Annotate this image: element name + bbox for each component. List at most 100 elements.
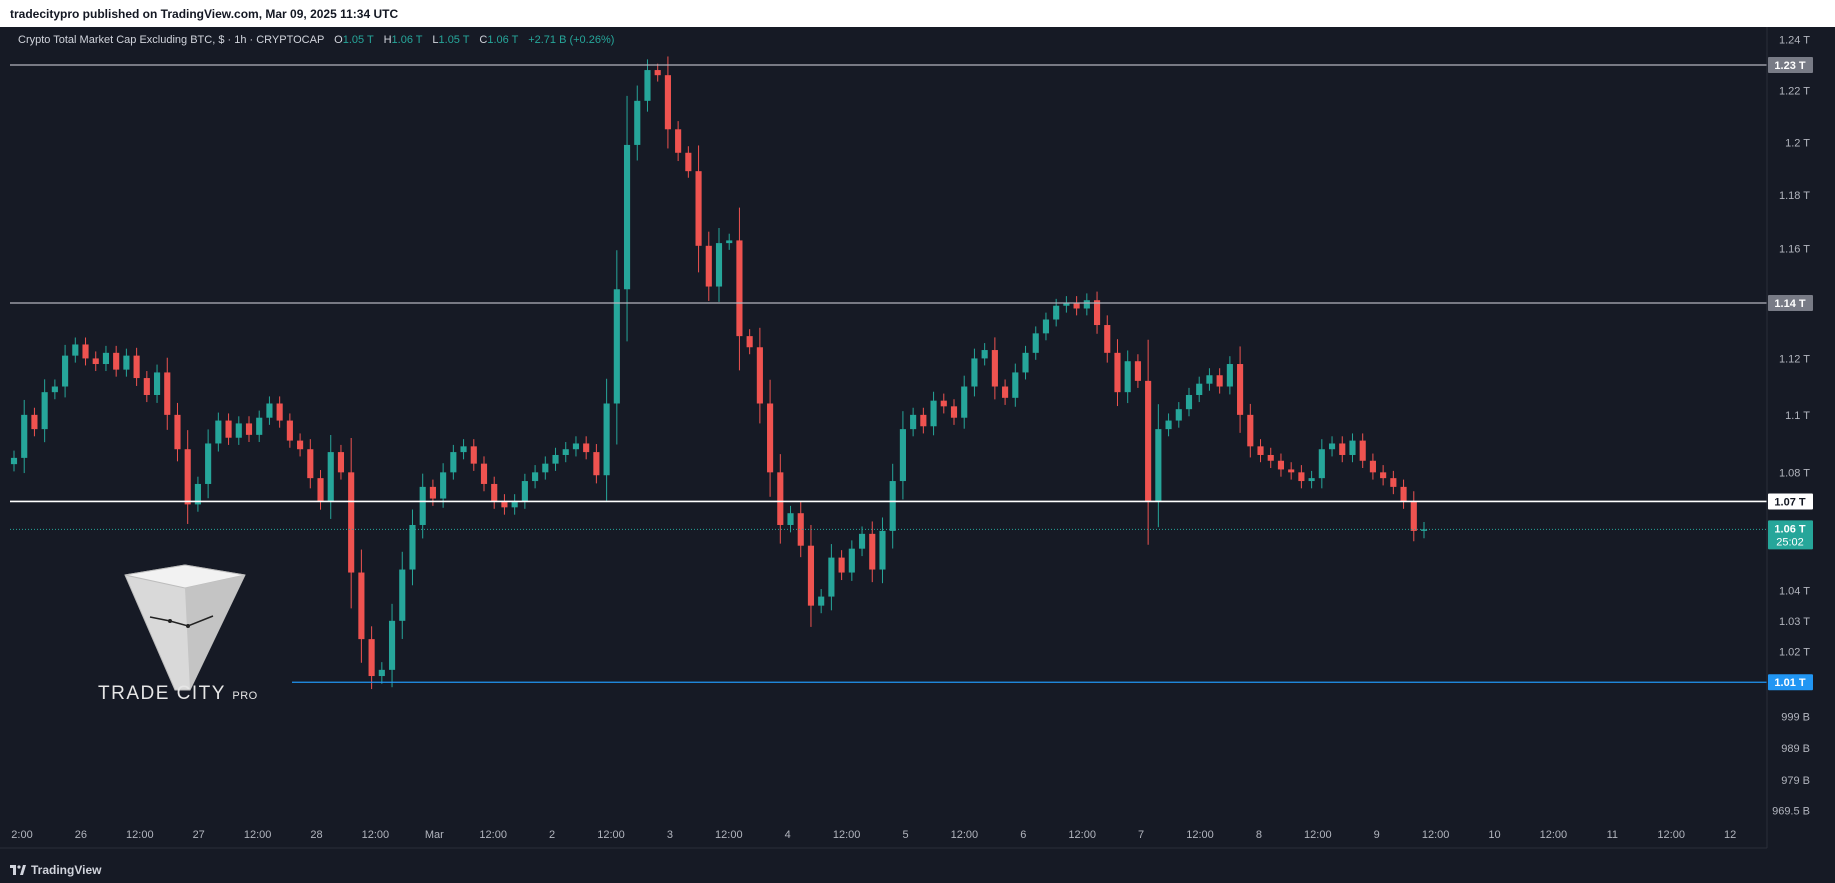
candle-body bbox=[1216, 375, 1223, 387]
candle-body bbox=[1308, 478, 1315, 482]
candle-body bbox=[736, 240, 743, 337]
candle bbox=[450, 444, 457, 480]
candle bbox=[787, 505, 794, 533]
candle bbox=[654, 63, 661, 82]
candle-body bbox=[940, 400, 947, 407]
candle bbox=[194, 476, 201, 512]
candle bbox=[1155, 404, 1162, 528]
candle bbox=[1216, 368, 1223, 394]
x-tick-label: 8 bbox=[1256, 829, 1262, 841]
candle-body bbox=[174, 414, 181, 450]
y-tick-label: 979 B bbox=[1781, 775, 1810, 787]
countdown-label: 25:02 bbox=[1776, 536, 1804, 548]
candle-body bbox=[1390, 478, 1397, 487]
candle-body bbox=[899, 429, 906, 482]
candle bbox=[838, 550, 845, 581]
candle-body bbox=[388, 620, 396, 670]
candle bbox=[613, 250, 620, 445]
candle-body bbox=[297, 440, 304, 450]
candle bbox=[388, 603, 396, 688]
candle-body bbox=[215, 420, 222, 444]
candle-body bbox=[726, 240, 733, 244]
level-badge-2: 1.07 T bbox=[1768, 493, 1813, 510]
candle bbox=[31, 407, 38, 437]
candle bbox=[1369, 453, 1376, 480]
candle bbox=[1185, 387, 1193, 417]
candle-body bbox=[440, 472, 447, 499]
candle-body bbox=[807, 545, 815, 606]
candle bbox=[164, 357, 171, 430]
publisher-text: tradecitypro published on TradingView.co… bbox=[10, 6, 399, 21]
candle-body bbox=[623, 144, 631, 290]
candle bbox=[21, 399, 28, 474]
candle-body bbox=[981, 350, 988, 359]
candle-body bbox=[1318, 449, 1325, 479]
x-tick-label: 3 bbox=[667, 829, 673, 841]
candle-body bbox=[450, 452, 457, 473]
candle-body bbox=[327, 452, 334, 502]
candle-body bbox=[1359, 440, 1366, 461]
candle-body bbox=[1420, 529, 1428, 531]
candle-body bbox=[1410, 501, 1417, 531]
x-tick-label: 27 bbox=[193, 829, 205, 841]
high-label: H bbox=[383, 34, 392, 46]
chart-area[interactable] bbox=[0, 27, 1835, 857]
candle-body bbox=[133, 355, 140, 379]
candle bbox=[910, 407, 917, 437]
candle-body bbox=[685, 152, 692, 172]
candle-body bbox=[777, 472, 784, 525]
x-tick-label: 4 bbox=[785, 829, 791, 841]
publisher-bar: tradecitypro published on TradingView.co… bbox=[0, 0, 1835, 27]
candle bbox=[634, 85, 641, 161]
candle bbox=[501, 494, 508, 515]
candle-body bbox=[1073, 302, 1080, 309]
candle-body bbox=[225, 420, 232, 438]
candle bbox=[1083, 293, 1090, 316]
candle-body bbox=[1124, 361, 1131, 393]
level-badge-1: 1.14 T bbox=[1768, 294, 1813, 311]
candle bbox=[1012, 363, 1019, 407]
candle bbox=[1328, 436, 1336, 457]
candle bbox=[1114, 339, 1121, 407]
candle-body bbox=[1237, 364, 1244, 415]
candle bbox=[746, 329, 753, 355]
candle bbox=[1349, 433, 1356, 463]
candle bbox=[348, 438, 355, 609]
candle bbox=[266, 396, 273, 425]
y-tick-label: 1.18 T bbox=[1779, 190, 1810, 202]
candle-body bbox=[1328, 443, 1336, 450]
candle-body bbox=[51, 386, 58, 393]
candle bbox=[1247, 403, 1254, 458]
candle bbox=[143, 371, 150, 403]
candle-body bbox=[828, 557, 835, 597]
candle bbox=[72, 337, 79, 363]
candle-body bbox=[1226, 364, 1233, 387]
candle bbox=[1267, 447, 1274, 468]
candle-body bbox=[542, 463, 549, 473]
candle-body bbox=[920, 414, 927, 427]
y-tick-label: 1.22 T bbox=[1779, 86, 1810, 98]
candle bbox=[1277, 453, 1285, 477]
candle-body bbox=[62, 355, 69, 387]
x-tick-label: 12 bbox=[1724, 829, 1736, 841]
candle bbox=[1093, 291, 1101, 334]
candle bbox=[1380, 465, 1387, 486]
candle bbox=[685, 146, 692, 178]
candle-body bbox=[756, 347, 763, 404]
candle bbox=[92, 351, 99, 372]
candle-body bbox=[123, 355, 130, 370]
candle-body bbox=[164, 372, 171, 415]
candle-body bbox=[409, 524, 416, 570]
candle-body bbox=[317, 478, 324, 502]
candle bbox=[818, 589, 825, 614]
close-value: 1.06 T bbox=[487, 34, 519, 46]
brand-suffix: PRO bbox=[232, 690, 258, 702]
candle bbox=[664, 56, 671, 149]
candle bbox=[991, 337, 998, 400]
candle-body bbox=[10, 457, 18, 465]
candle-body bbox=[1002, 386, 1009, 398]
candle-body bbox=[705, 245, 712, 287]
x-tick-label: 12:00 bbox=[951, 829, 979, 841]
candle bbox=[470, 439, 477, 471]
